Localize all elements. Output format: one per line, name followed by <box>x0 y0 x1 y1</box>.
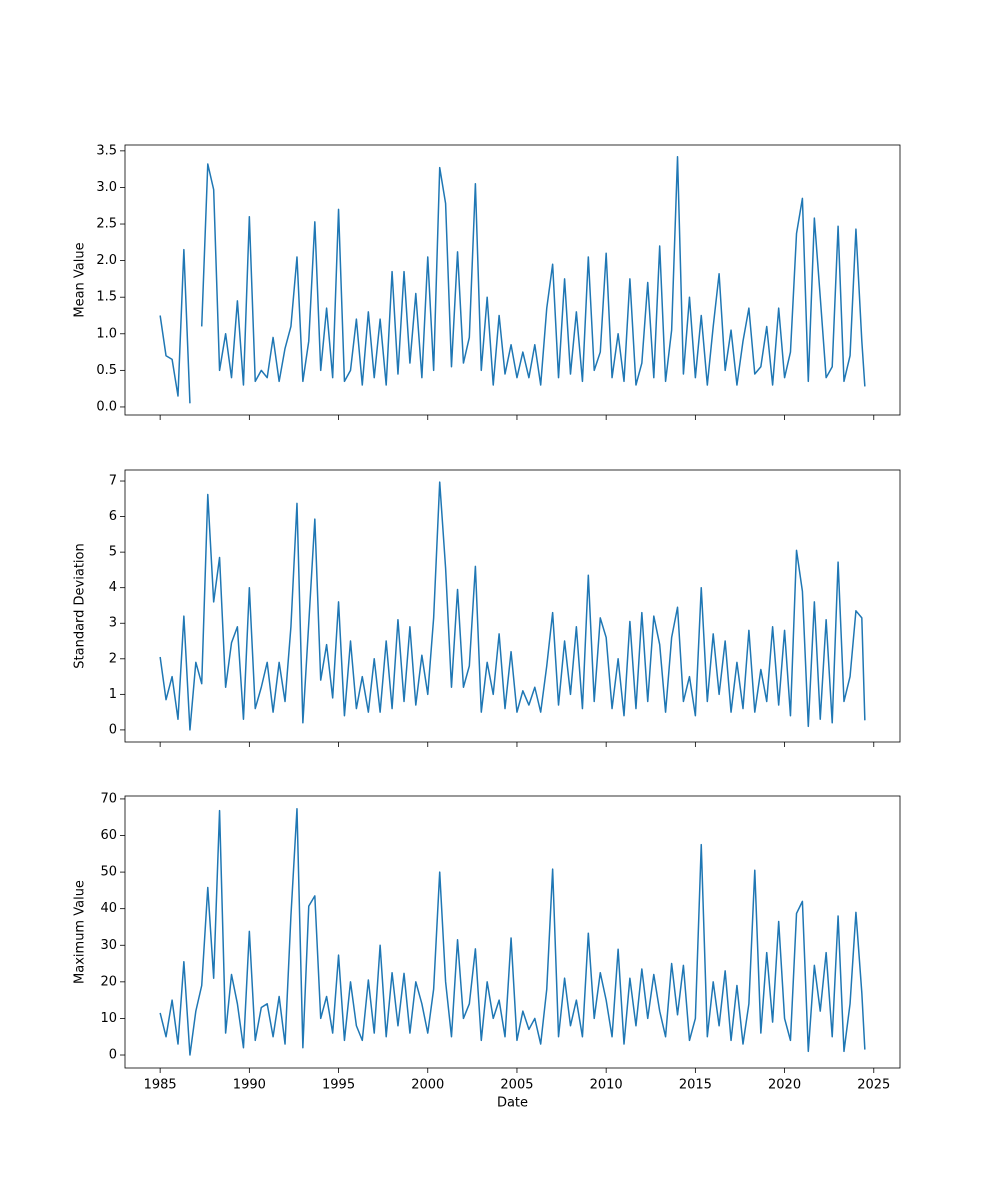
x-tick-label: 2025 <box>857 1078 890 1093</box>
x-tick-label: 2015 <box>679 1078 712 1093</box>
x-tick-label: 2005 <box>500 1078 533 1093</box>
y-axis-label: Maximum Value <box>73 880 88 984</box>
y-tick-label: 1.0 <box>96 326 117 341</box>
y-tick-label: 6 <box>109 509 117 524</box>
y-axis-label: Standard Deviation <box>73 543 88 668</box>
data-line <box>159 481 866 731</box>
y-tick-label: 7 <box>109 474 117 489</box>
y-axis-label: Mean Value <box>73 242 88 317</box>
x-tick-label: 2020 <box>768 1078 801 1093</box>
y-tick-label: 0.0 <box>96 399 117 414</box>
data-line <box>159 155 866 404</box>
x-axis-label: Date <box>497 1096 528 1111</box>
y-tick-label: 2.0 <box>96 253 117 268</box>
y-tick-label: 30 <box>100 938 117 953</box>
y-tick-label: 1 <box>109 687 117 702</box>
y-tick-label: 5 <box>109 545 117 560</box>
y-tick-label: 3.0 <box>96 180 117 195</box>
y-tick-label: 2 <box>109 651 117 666</box>
y-tick-label: 10 <box>100 1011 117 1026</box>
x-tick-label: 2000 <box>411 1078 444 1093</box>
x-tick-label: 1995 <box>322 1078 355 1093</box>
y-tick-label: 2.5 <box>96 217 117 232</box>
x-tick-label: 2010 <box>590 1078 623 1093</box>
data-line <box>159 808 866 1056</box>
y-tick-label: 1.5 <box>96 290 117 305</box>
y-tick-label: 0 <box>109 722 117 737</box>
y-tick-label: 4 <box>109 580 117 595</box>
x-tick-label: 1990 <box>233 1078 266 1093</box>
y-tick-label: 0 <box>109 1048 117 1063</box>
y-tick-label: 3 <box>109 616 117 631</box>
y-tick-label: 70 <box>100 791 117 806</box>
axes-frame <box>124 469 901 743</box>
y-tick-label: 20 <box>100 974 117 989</box>
y-tick-label: 60 <box>100 828 117 843</box>
y-tick-label: 40 <box>100 901 117 916</box>
axes-frame <box>124 795 901 1069</box>
y-tick-label: 50 <box>100 865 117 880</box>
y-tick-label: 0.5 <box>96 363 117 378</box>
y-tick-label: 3.5 <box>96 143 117 158</box>
axes-frame <box>124 144 901 416</box>
x-tick-label: 1985 <box>144 1078 177 1093</box>
